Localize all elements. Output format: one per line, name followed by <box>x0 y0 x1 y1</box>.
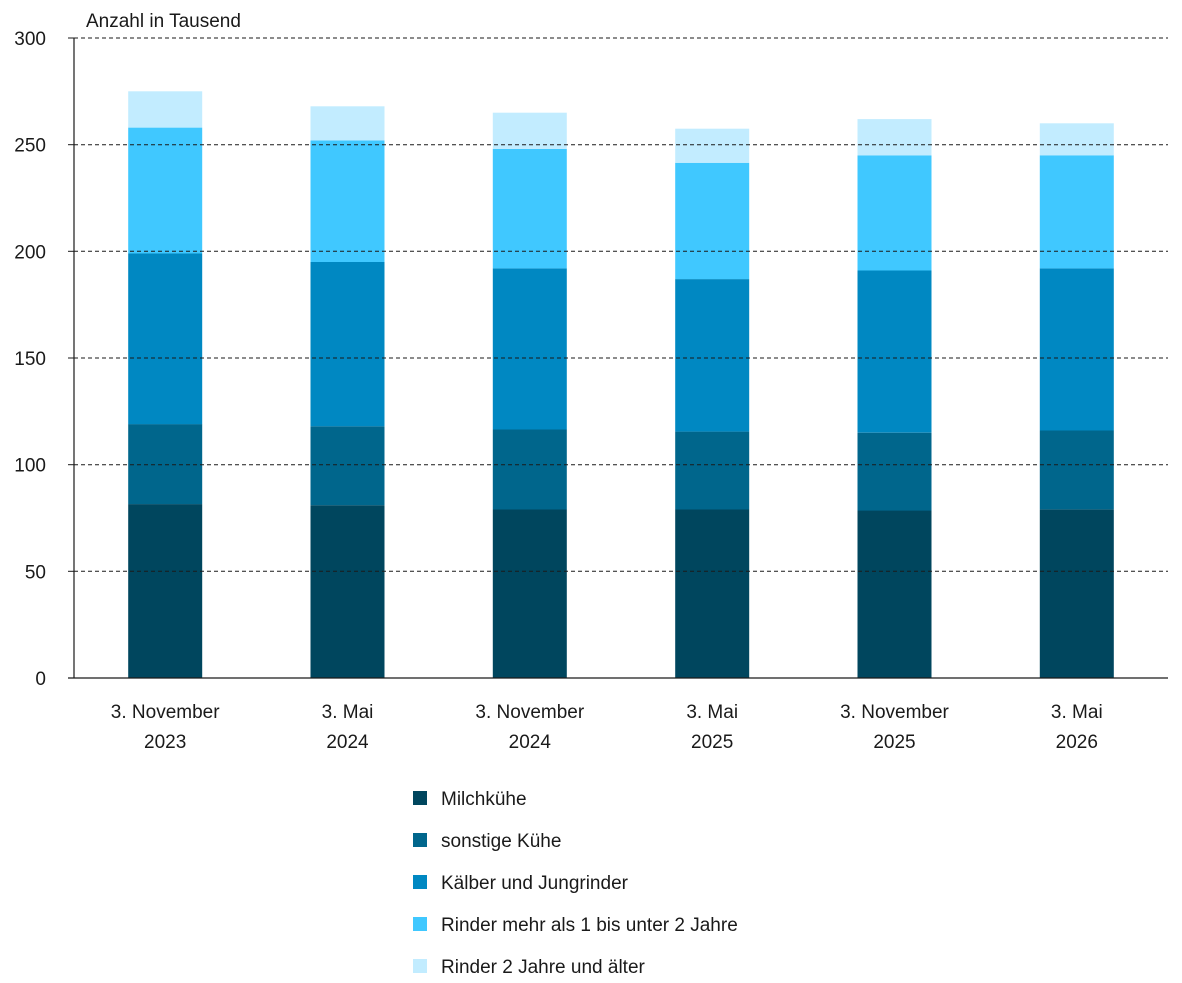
bar-segment-2-series-2 <box>310 426 385 506</box>
bar-segment-2-series-4 <box>310 140 385 262</box>
bar-segment-4-series-2 <box>675 431 750 510</box>
bar-segment-4-series-4 <box>675 162 750 280</box>
y-tick-label: 200 <box>14 242 46 263</box>
bar-segment-5-series-3 <box>857 270 932 433</box>
bar-segment-6-series-4 <box>1039 155 1114 269</box>
x-category-label-2: 3. Mai 2024 <box>322 702 374 753</box>
x-category-label-1: 3. November 2023 <box>111 702 220 753</box>
bar-segment-5-series-1 <box>857 510 932 678</box>
bar-segment-2-series-3 <box>310 262 385 427</box>
y-tick-label: 150 <box>14 349 46 370</box>
legend-label-5: Rinder 2 Jahre und älter <box>441 957 646 978</box>
y-axis-title: Anzahl in Tausend <box>86 11 241 32</box>
bar-segment-6-series-1 <box>1039 509 1114 678</box>
bar-segment-1-series-5 <box>128 91 203 128</box>
bar-segment-5-series-5 <box>857 119 932 156</box>
x-category-label-4: 3. Mai 2025 <box>686 702 738 753</box>
legend-label-2: sonstige Kühe <box>441 831 561 852</box>
legend-swatch-4 <box>413 917 427 931</box>
bar-segment-4-series-1 <box>675 509 750 678</box>
bar-segment-1-series-4 <box>128 127 203 254</box>
bar-segment-3-series-4 <box>492 148 567 269</box>
y-tick-label: 0 <box>35 669 46 690</box>
bar-segment-3-series-5 <box>492 112 567 149</box>
legend-swatch-5 <box>413 959 427 973</box>
bar-segment-1-series-1 <box>128 504 203 678</box>
legend-label-3: Kälber und Jungrinder <box>441 873 629 894</box>
bar-segment-5-series-2 <box>857 432 932 511</box>
bar-segment-6-series-3 <box>1039 268 1114 431</box>
axes <box>68 37 1168 679</box>
bar-segment-5-series-4 <box>857 155 932 271</box>
bars <box>128 91 1114 678</box>
y-tick-label: 50 <box>25 562 46 583</box>
x-category-label-5: 3. November 2025 <box>840 702 949 753</box>
bar-segment-3-series-3 <box>492 268 567 430</box>
grid-lines <box>74 37 1168 572</box>
x-category-label-3: 3. November 2024 <box>475 702 584 753</box>
legend-swatch-2 <box>413 833 427 847</box>
legend-label-1: Milchkühe <box>441 789 527 810</box>
bar-segment-2-series-1 <box>310 505 385 678</box>
bar-segment-1-series-2 <box>128 424 203 505</box>
legend-swatch-3 <box>413 875 427 889</box>
y-tick-label: 100 <box>14 456 46 477</box>
legend-swatch-1 <box>413 791 427 805</box>
legend: Milchkühe sonstige Kühe Kälber und Jungrin… <box>413 789 738 978</box>
bar-segment-2-series-5 <box>310 106 385 141</box>
bar-segment-6-series-2 <box>1039 430 1114 510</box>
bar-segment-6-series-5 <box>1039 123 1114 156</box>
legend-label-4: Rinder mehr als 1 bis unter 2 Jahre <box>441 915 738 936</box>
y-tick-label: 250 <box>14 136 46 157</box>
bar-segment-3-series-1 <box>492 509 567 678</box>
bar-segment-4-series-3 <box>675 279 750 432</box>
bar-segment-1-series-3 <box>128 253 203 425</box>
x-category-labels: 3. November 2023 3. Mai 2024 3. November 2024… <box>111 702 1103 753</box>
y-tick-label: 300 <box>14 29 46 50</box>
bar-segment-4-series-5 <box>675 128 750 163</box>
bar-segment-3-series-2 <box>492 429 567 510</box>
y-tick-labels: 0 50 100 150 200 250 300 <box>14 29 46 690</box>
x-category-label-6: 3. Mai 2026 <box>1051 702 1103 753</box>
